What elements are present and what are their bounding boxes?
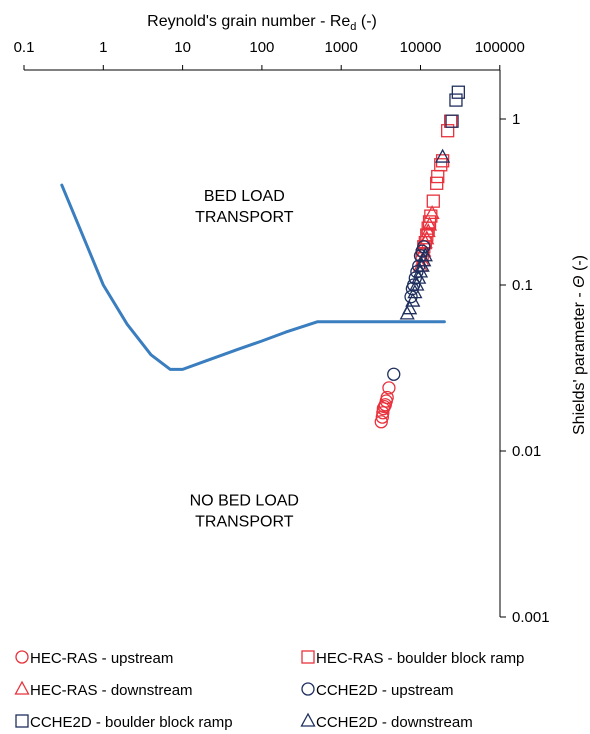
- y-tick-label: 0.1: [512, 277, 533, 294]
- legend-item: HEC-RAS - downstream: [14, 680, 193, 699]
- annotation-text: BED LOAD: [204, 188, 285, 205]
- legend-marker: [300, 712, 316, 727]
- data-point: [434, 158, 448, 172]
- data-point: [375, 410, 389, 424]
- legend-item: HEC-RAS - boulder block ramp: [301, 650, 524, 667]
- data-point: [409, 276, 425, 291]
- data-point: [407, 284, 423, 299]
- data-point: [416, 252, 432, 267]
- data-point: [424, 205, 440, 220]
- data-point: [399, 305, 415, 320]
- legend: HEC-RAS - upstream HEC-RAS - boulder bloc…: [14, 650, 524, 731]
- x-tick-label: 0.1: [14, 39, 35, 56]
- legend-marker: [15, 714, 29, 728]
- legend-marker: [15, 650, 29, 664]
- x-tick-label: 10000: [400, 39, 442, 56]
- data-point: [387, 367, 401, 381]
- data-point: [407, 278, 421, 292]
- annotation-text: NO BED LOAD: [190, 492, 299, 509]
- data-point: [419, 230, 435, 245]
- data-point: [449, 93, 463, 107]
- data-point: [380, 390, 394, 405]
- legend-label: HEC-RAS - upstream: [30, 650, 173, 667]
- data-point: [382, 381, 396, 395]
- y-tick-label: 0.001: [512, 609, 550, 626]
- y-axis-ticks: 1 0.1 0.01 0.001: [499, 70, 550, 626]
- data-point: [431, 169, 445, 184]
- series-circle-e8323c: [374, 381, 396, 429]
- y-axis-title: Shields' parameter - Θ (-): [571, 255, 588, 435]
- data-point: [426, 194, 440, 208]
- legend-label: CCHE2D - upstream: [316, 682, 454, 699]
- legend-marker: [301, 682, 315, 696]
- legend-item: CCHE2D - upstream: [301, 682, 454, 699]
- annotations: BED LOAD TRANSPORT NO BED LOAD TRANSPORT: [190, 188, 299, 530]
- data-point: [408, 271, 422, 285]
- data-point: [417, 247, 433, 262]
- legend-item: CCHE2D - downstream: [300, 712, 473, 731]
- data-point: [451, 85, 465, 99]
- series-square-1f2f5e: [445, 85, 465, 128]
- series-triangle-1f2f5e: [399, 148, 451, 320]
- x-axis-title: Reynold's grain number - Red (-): [147, 13, 377, 33]
- annotation-text: TRANSPORT: [195, 209, 294, 226]
- x-tick-label: 100000: [475, 39, 525, 56]
- data-point: [421, 216, 438, 231]
- x-tick-label: 100: [249, 39, 274, 56]
- legend-label: CCHE2D - boulder block ramp: [30, 714, 233, 731]
- plot-area: [60, 85, 465, 429]
- data-point: [376, 406, 390, 420]
- legend-label: CCHE2D - downstream: [316, 714, 473, 731]
- data-point: [430, 176, 444, 190]
- data-point: [435, 148, 451, 163]
- legend-label: HEC-RAS - downstream: [30, 682, 193, 699]
- x-tick-label: 10: [174, 39, 191, 56]
- x-tick-label: 1: [99, 39, 107, 56]
- shields-curve: [60, 183, 446, 371]
- legend-item: HEC-RAS - upstream: [15, 650, 173, 667]
- data-point: [441, 124, 455, 138]
- data-point: [445, 114, 459, 128]
- legend-marker: [301, 650, 315, 664]
- annotation-text: TRANSPORT: [195, 513, 294, 530]
- legend-marker: [14, 680, 30, 695]
- y-tick-label: 1: [512, 111, 520, 128]
- legend-item: CCHE2D - boulder block ramp: [15, 714, 233, 731]
- legend-label: HEC-RAS - boulder block ramp: [316, 650, 524, 667]
- data-point: [414, 257, 430, 272]
- data-point: [405, 292, 421, 307]
- data-point: [374, 415, 388, 429]
- x-tick-label: 1000: [325, 39, 358, 56]
- y-tick-label: 0.01: [512, 443, 541, 460]
- data-point: [402, 300, 418, 315]
- x-axis-ticks: 0.1 1 10 100 1000 10000 100000: [14, 39, 525, 71]
